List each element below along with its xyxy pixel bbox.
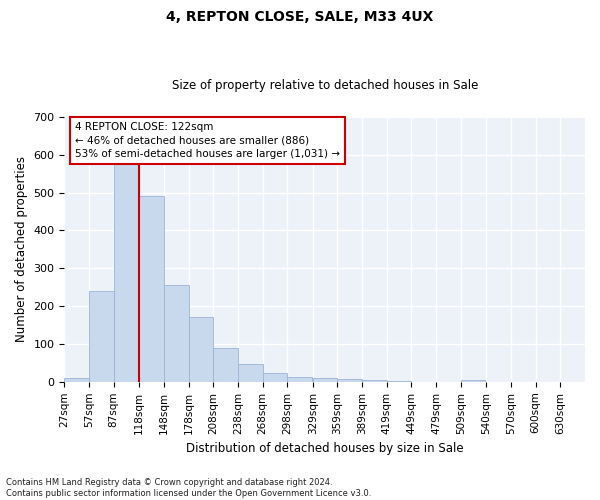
Bar — [114, 164, 139, 382]
Bar — [139, 196, 164, 382]
Bar — [387, 381, 412, 382]
Title: Size of property relative to detached houses in Sale: Size of property relative to detached ho… — [172, 79, 478, 92]
Bar — [461, 380, 485, 382]
Text: 4, REPTON CLOSE, SALE, M33 4UX: 4, REPTON CLOSE, SALE, M33 4UX — [166, 10, 434, 24]
Bar — [89, 291, 114, 382]
Text: Contains HM Land Registry data © Crown copyright and database right 2024.
Contai: Contains HM Land Registry data © Crown c… — [6, 478, 371, 498]
Text: 4 REPTON CLOSE: 122sqm
← 46% of detached houses are smaller (886)
53% of semi-de: 4 REPTON CLOSE: 122sqm ← 46% of detached… — [75, 122, 340, 159]
Bar — [362, 380, 387, 382]
X-axis label: Distribution of detached houses by size in Sale: Distribution of detached houses by size … — [186, 442, 464, 455]
Bar — [313, 378, 337, 382]
Bar — [287, 377, 312, 382]
Bar — [64, 378, 89, 382]
Bar — [337, 379, 362, 382]
Bar — [213, 348, 238, 382]
Bar — [164, 286, 188, 382]
Y-axis label: Number of detached properties: Number of detached properties — [15, 156, 28, 342]
Bar — [188, 318, 213, 382]
Bar — [238, 364, 263, 382]
Bar — [263, 372, 287, 382]
